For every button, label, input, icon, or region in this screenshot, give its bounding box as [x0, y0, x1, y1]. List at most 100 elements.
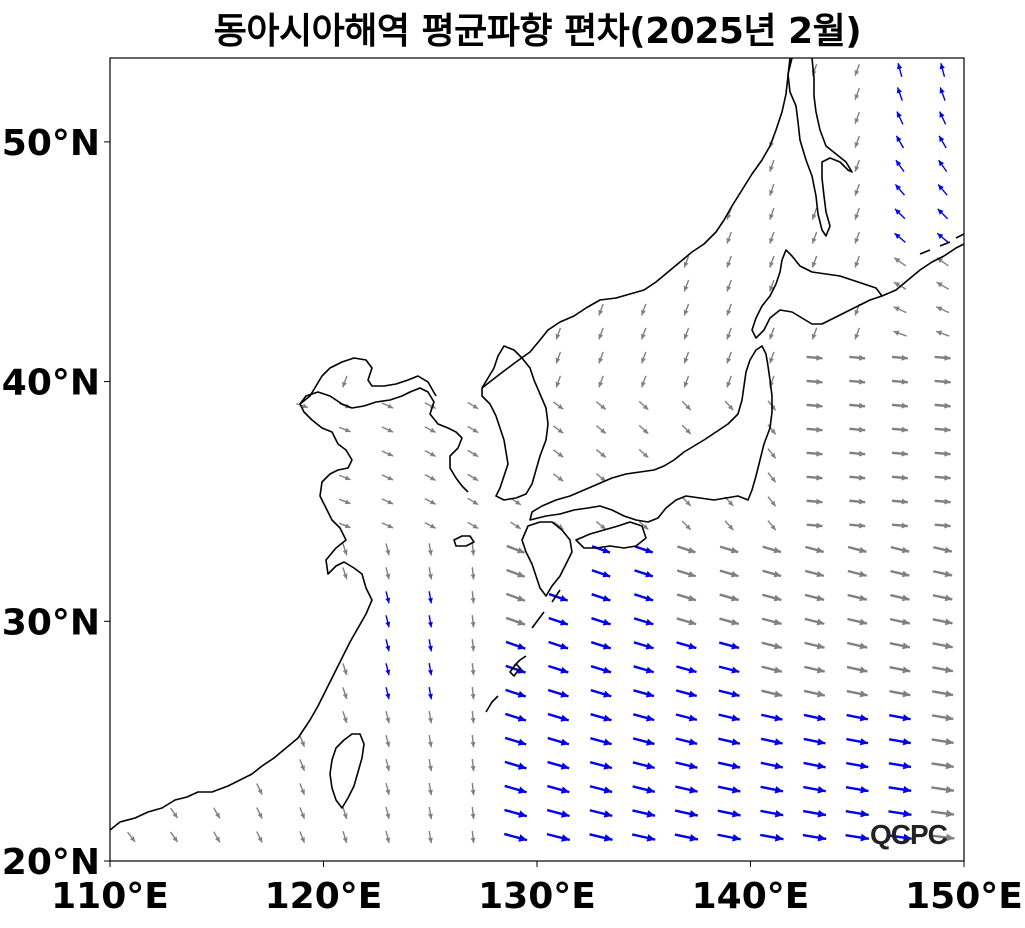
wave-vector — [806, 402, 823, 409]
hokkaido-coast — [751, 249, 883, 339]
wave-vector — [552, 473, 564, 482]
wave-vector — [338, 426, 351, 433]
wave-vector — [640, 375, 647, 388]
wave-vector — [546, 832, 571, 842]
wave-vector — [718, 689, 740, 698]
y-tick-label: 30°N — [2, 602, 100, 643]
wave-vector — [299, 783, 306, 796]
wave-vector — [803, 713, 826, 722]
wave-vector — [590, 737, 613, 746]
wave-vector — [930, 833, 955, 842]
wave-vector — [769, 279, 775, 292]
ryukyu-islands — [485, 589, 561, 713]
wave-vector — [719, 617, 740, 626]
wave-vector — [170, 831, 179, 843]
wave-vector — [847, 569, 867, 578]
wave-vector — [719, 593, 739, 602]
wave-vector — [506, 544, 525, 554]
wave-vector — [427, 591, 433, 604]
wave-vector — [846, 713, 869, 722]
wave-vector — [675, 761, 698, 770]
wave-vector — [338, 522, 351, 529]
wave-vector — [552, 425, 564, 434]
wave-vector — [342, 806, 348, 820]
wave-vector — [726, 231, 732, 244]
wave-vector — [547, 712, 570, 722]
wave-vector — [894, 208, 906, 220]
wave-vector — [424, 474, 437, 481]
wave-vector — [256, 807, 263, 819]
wave-vector-field — [127, 62, 955, 844]
wave-vector — [806, 474, 823, 481]
wave-vector — [427, 543, 433, 556]
x-tick-label: 110°E — [51, 876, 169, 917]
wave-vector — [726, 351, 732, 364]
wave-vector — [769, 159, 775, 172]
wave-vector — [761, 689, 783, 698]
y-tick-label: 20°N — [2, 842, 100, 883]
wave-vector — [769, 183, 775, 196]
wave-vector — [937, 208, 949, 220]
wave-vector — [934, 450, 951, 457]
kyushu-coast — [521, 521, 573, 597]
wave-vector — [934, 498, 951, 505]
wave-vector — [718, 737, 741, 746]
wave-vector — [555, 375, 562, 388]
wave-vector — [590, 665, 612, 674]
wave-vector — [427, 830, 433, 844]
wave-vector — [846, 689, 868, 698]
wave-vector — [767, 448, 777, 459]
wave-vector — [681, 520, 692, 531]
bohai-coast — [299, 357, 437, 405]
wave-vector — [849, 522, 866, 529]
wave-vector — [385, 591, 391, 604]
wave-vector — [427, 567, 433, 580]
wave-vector — [849, 402, 866, 409]
wave-vector — [805, 545, 825, 554]
wave-vector — [804, 569, 825, 578]
wave-vector — [504, 760, 527, 770]
wave-vector — [760, 785, 784, 794]
wave-vector — [638, 520, 649, 531]
wave-vector — [677, 545, 696, 554]
wave-vector — [683, 279, 690, 292]
x-tick-label: 130°E — [478, 876, 596, 917]
wave-vector — [467, 401, 479, 410]
wave-vector — [385, 615, 391, 628]
wave-vector — [589, 809, 613, 818]
wave-vector — [726, 375, 732, 388]
wave-vector — [676, 665, 697, 674]
wave-vector — [299, 807, 306, 820]
wave-vector — [854, 327, 861, 340]
wave-vector — [632, 713, 655, 722]
wave-vector — [213, 831, 221, 843]
wave-vector — [804, 617, 825, 626]
wave-vector — [719, 569, 739, 578]
wave-vector — [342, 830, 348, 844]
wave-vector — [896, 111, 904, 125]
wave-vector — [634, 545, 654, 554]
wave-vector — [893, 330, 907, 337]
wave-vector — [761, 617, 782, 626]
wave-vector — [381, 474, 394, 481]
wave-vector — [633, 593, 654, 602]
wave-vector — [854, 255, 861, 268]
wave-vector — [854, 207, 861, 220]
y-tick-label: 50°N — [2, 123, 100, 164]
wave-vector — [849, 378, 866, 385]
wave-vector — [769, 207, 775, 220]
wave-vector — [503, 832, 528, 842]
wave-vector — [427, 687, 433, 700]
wave-vector — [595, 520, 607, 530]
wave-vector — [846, 641, 868, 650]
wave-vector — [854, 63, 861, 77]
wave-vector — [726, 303, 732, 316]
wave-vector — [634, 569, 654, 578]
wave-vector — [888, 833, 912, 842]
wave-vector — [932, 666, 954, 674]
wave-vector — [718, 641, 740, 650]
jeju-coast — [453, 535, 475, 547]
wave-vector — [385, 663, 391, 676]
wave-vector — [595, 425, 607, 434]
wave-vector — [767, 520, 777, 531]
